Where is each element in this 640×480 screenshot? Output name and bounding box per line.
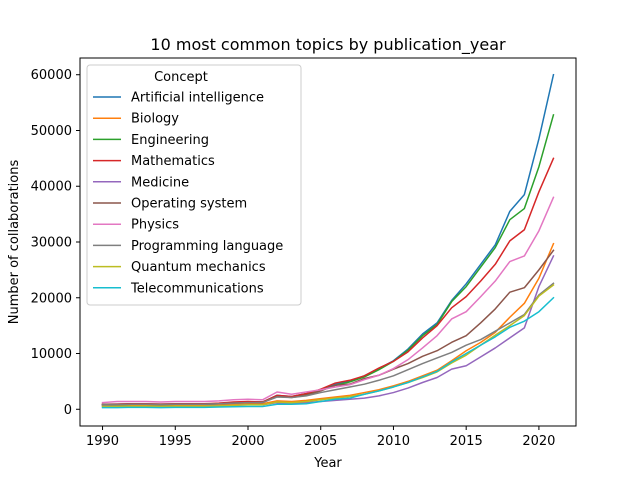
legend-label: Biology bbox=[131, 112, 179, 127]
x-tick-label: 1995 bbox=[159, 434, 192, 449]
legend-label: Engineering bbox=[131, 133, 209, 148]
plot-lines bbox=[101, 73, 555, 409]
legend: Concept Artificial intelligence Biology Eng… bbox=[86, 64, 302, 306]
series-line-6 bbox=[101, 196, 555, 404]
y-tick-label: 60000 bbox=[31, 68, 72, 83]
legend-label: Medicine bbox=[131, 175, 189, 190]
y-axis-title: Number of collaborations bbox=[7, 160, 22, 325]
x-tick-label: 2000 bbox=[231, 434, 264, 449]
series-line-1 bbox=[101, 242, 555, 407]
series-line-7 bbox=[101, 282, 555, 406]
y-tick-label: 20000 bbox=[31, 291, 72, 306]
legend-title: Concept bbox=[154, 70, 208, 85]
x-tick-label: 1990 bbox=[86, 434, 119, 449]
legend-label: Physics bbox=[131, 218, 179, 233]
y-axis: 0 10000 20000 30000 40000 50000 60000 bbox=[31, 68, 80, 418]
plot-frame bbox=[79, 57, 577, 427]
x-tick-label: 2010 bbox=[377, 434, 410, 449]
y-tick-label: 30000 bbox=[31, 236, 72, 251]
legend-label: Programming language bbox=[131, 239, 283, 254]
series-line-9 bbox=[101, 296, 555, 409]
legend-label: Telecommunications bbox=[130, 281, 264, 296]
legend-box bbox=[86, 64, 302, 306]
x-axis-title: Year bbox=[313, 456, 342, 471]
chart-title: 10 most common topics by publication_yea… bbox=[150, 35, 506, 55]
legend-label: Artificial intelligence bbox=[131, 91, 264, 106]
x-tick-label: 2015 bbox=[450, 434, 483, 449]
x-tick-label: 2020 bbox=[522, 434, 555, 449]
y-tick-label: 40000 bbox=[31, 180, 72, 195]
legend-label: Quantum mechanics bbox=[131, 260, 266, 275]
y-tick-label: 0 bbox=[64, 403, 72, 418]
x-tick-label: 2005 bbox=[304, 434, 337, 449]
y-tick-label: 10000 bbox=[31, 347, 72, 362]
y-tick-label: 50000 bbox=[31, 124, 72, 139]
legend-label: Mathematics bbox=[131, 154, 215, 169]
x-axis: 1990 1995 2000 2005 2010 2015 2020 bbox=[86, 426, 555, 449]
legend-label: Operating system bbox=[131, 197, 247, 212]
